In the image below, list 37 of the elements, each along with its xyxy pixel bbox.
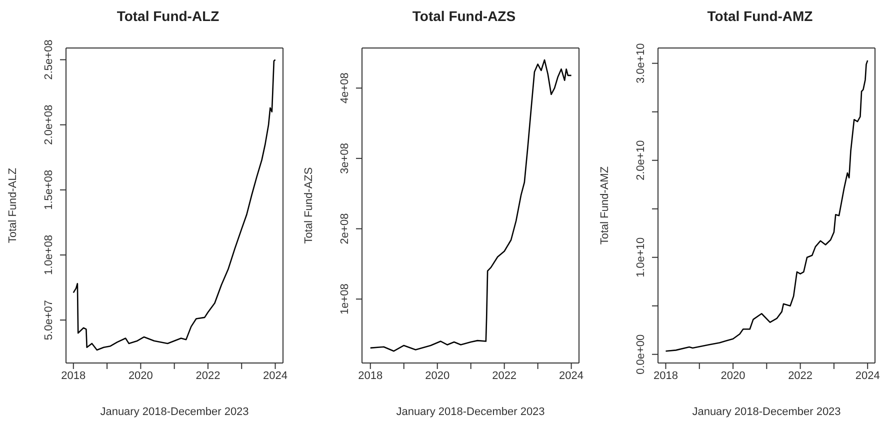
y-tick-label: 4e+08: [339, 72, 351, 104]
x-tick-label: 2024: [559, 370, 584, 382]
y-tick-label: 5.0e+07: [43, 300, 55, 340]
y-axis-title: Total Fund-AMZ: [598, 166, 611, 245]
x-axis-title: January 2018-December 2023: [396, 406, 545, 418]
x-axis-title: January 2018-December 2023: [100, 406, 249, 418]
x-axis-title: January 2018-December 2023: [692, 406, 841, 418]
x-tick-label: 2018: [653, 370, 678, 382]
line-series: [665, 60, 868, 352]
x-tick-label: 2024: [263, 370, 288, 382]
x-tick-label: 2024: [855, 370, 880, 382]
x-tick-label: 2022: [492, 370, 517, 382]
y-axis-title: Total Fund-ALZ: [6, 168, 19, 244]
x-tick-label: 2018: [61, 370, 86, 382]
y-tick-label: 2.5e+08: [43, 40, 55, 80]
x-tick-label: 2022: [788, 370, 813, 382]
chart-title: Total Fund-ALZ: [116, 7, 220, 26]
line-series: [370, 59, 572, 352]
y-tick-label: 1.0e+10: [635, 237, 647, 278]
x-tick-label: 2020: [425, 370, 450, 382]
y-tick-label: 1.5e+08: [43, 170, 55, 210]
y-tick-label: 1e+08: [339, 284, 351, 315]
y-tick-label: 0.0e+00: [635, 334, 647, 374]
y-tick-label: 3e+08: [339, 142, 351, 174]
y-tick-label: 2e+08: [339, 213, 351, 244]
y-tick-label: 2.0e+10: [635, 140, 647, 180]
y-tick-label: 1.0e+08: [43, 234, 55, 275]
line-series: [72, 59, 276, 351]
x-tick-label: 2020: [720, 370, 746, 382]
y-tick-label: 2.0e+08: [43, 104, 55, 145]
x-tick-label: 2020: [128, 370, 153, 382]
y-tick-label: 3.0e+10: [635, 43, 647, 84]
chart-title: Total Fund-AZS: [411, 7, 517, 26]
x-tick-label: 2022: [196, 370, 220, 382]
y-axis-title: Total Fund-AZS: [302, 167, 315, 244]
chart-title: Total Fund-AMZ: [706, 7, 814, 26]
x-tick-label: 2018: [358, 370, 383, 382]
